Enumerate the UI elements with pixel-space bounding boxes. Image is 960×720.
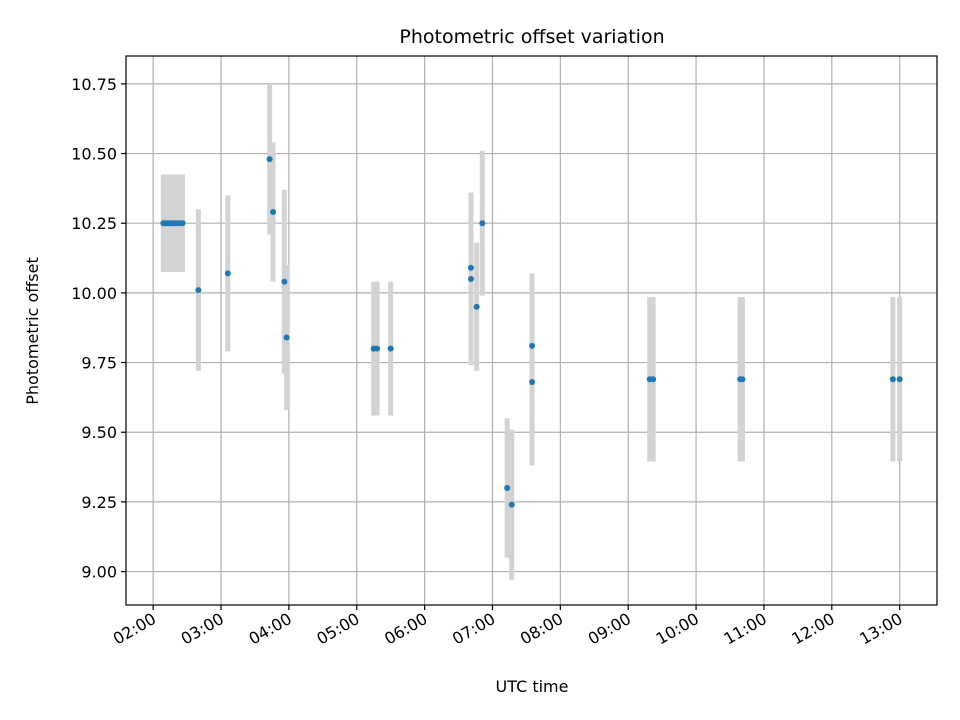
y-tick-label: 9.25 (81, 493, 117, 512)
data-point (224, 270, 231, 277)
data-point (529, 342, 536, 349)
y-tick-label: 9.75 (81, 354, 117, 373)
plot-frame (125, 55, 938, 606)
data-point (473, 303, 480, 310)
y-tick-label: 10.50 (71, 145, 117, 164)
y-axis-ticks: 9.00 9.25 9.50 9.75 10.00 10.25 10.50 10.75 (71, 75, 126, 582)
data-point (479, 220, 486, 227)
data-point (467, 275, 474, 282)
data-point (467, 264, 474, 271)
data-point (896, 376, 903, 383)
y-tick-label: 9.50 (81, 423, 117, 442)
data-point (889, 376, 896, 383)
data-point (281, 278, 288, 285)
chart-title: Photometric offset variation (399, 26, 664, 48)
data-point (650, 376, 657, 383)
y-tick-label: 9.00 (81, 563, 117, 582)
data-point (179, 220, 186, 227)
data-point (195, 287, 202, 294)
data-point (387, 345, 394, 352)
data-point (508, 501, 515, 508)
y-axis-label: Photometric offset (23, 257, 42, 405)
y-tick-label: 10.25 (71, 214, 117, 233)
y-tick-label: 10.75 (71, 75, 117, 94)
data-point (266, 156, 273, 163)
data-points (160, 156, 903, 508)
data-point (270, 209, 277, 216)
y-tick-label: 10.00 (71, 284, 117, 303)
data-point (374, 345, 381, 352)
data-point (739, 376, 746, 383)
data-point (529, 379, 536, 386)
x-axis-label: UTC time (496, 677, 569, 696)
data-point (504, 484, 511, 491)
data-point (283, 334, 290, 341)
